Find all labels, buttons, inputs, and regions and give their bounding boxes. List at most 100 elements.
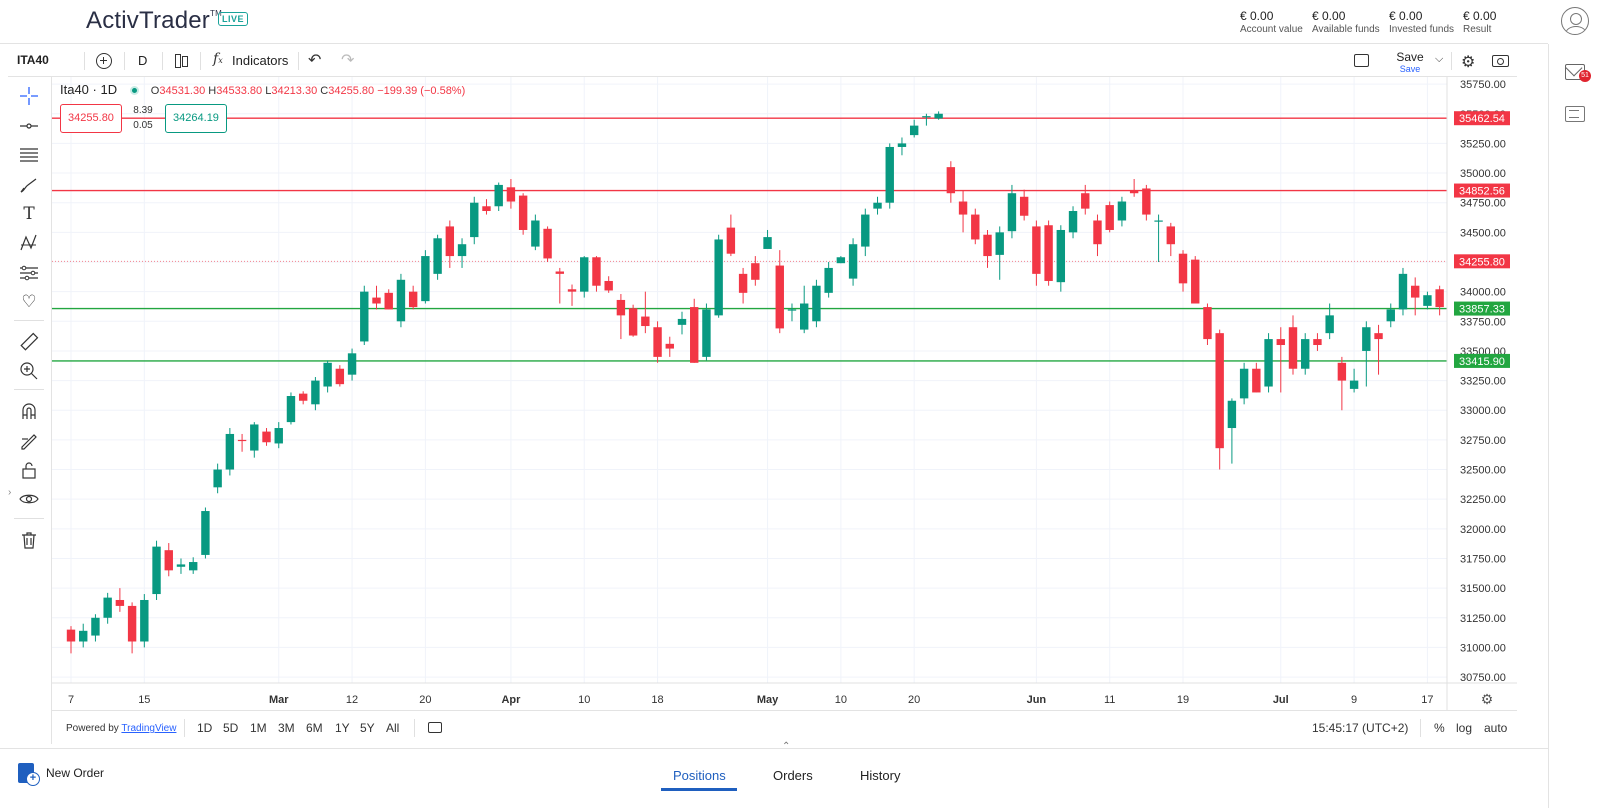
candle-body [702, 309, 711, 357]
lock-drawing-icon[interactable] [18, 429, 40, 451]
news-icon[interactable] [1565, 106, 1585, 122]
candle-body [946, 167, 956, 194]
candle-body [323, 362, 332, 387]
camera-icon[interactable] [1492, 55, 1509, 67]
undo-icon[interactable]: ↶ [308, 52, 322, 69]
eye-icon[interactable] [18, 488, 40, 510]
low-value: 34213.30 [271, 85, 318, 97]
candle-body [751, 263, 760, 280]
text-tool-icon[interactable]: T [23, 204, 35, 224]
price-chart[interactable]: 35750.0035500.0035250.0035000.0034750.00… [52, 77, 1530, 710]
range-1y-button[interactable]: 1Y [335, 721, 350, 735]
indicators-button[interactable]: Indicators [232, 53, 289, 68]
range-1m-button[interactable]: 1M [250, 721, 267, 735]
candle-body [335, 368, 345, 385]
chart-svg[interactable]: 35750.0035500.0035250.0035000.0034750.00… [52, 77, 1530, 710]
trash-icon[interactable] [18, 529, 40, 551]
candle-body [1044, 225, 1053, 281]
fib-retracement-icon[interactable] [18, 144, 40, 166]
clock[interactable]: 15:45:17 (UTC+2) [1312, 721, 1409, 735]
tab-history[interactable]: History [860, 768, 901, 783]
candle-body [494, 184, 503, 207]
redo-icon[interactable]: ↷ [341, 52, 355, 69]
level-price-tag [1454, 111, 1510, 126]
brand-name: ActivTrader [86, 7, 211, 34]
magnet-icon[interactable] [18, 400, 40, 422]
candle-body [958, 201, 968, 215]
heart-icon[interactable]: ♡ [21, 292, 37, 311]
tab-orders[interactable]: Orders [773, 768, 813, 783]
brand-logo[interactable]: ActivTraderTM [86, 7, 222, 35]
range-1d-button[interactable]: 1D [197, 721, 213, 735]
buy-price: 34264.19 [173, 112, 219, 124]
candle-body [213, 469, 222, 488]
legend-title[interactable]: Ita40 · 1D [60, 82, 118, 97]
candle-body [189, 562, 198, 571]
percent-toggle[interactable]: % [1434, 721, 1445, 735]
ruler-icon[interactable] [18, 331, 40, 353]
range-3m-button[interactable]: 3M [278, 721, 295, 735]
candle-body [396, 279, 406, 322]
candle-body [1349, 380, 1359, 389]
drawing-toolbar: T ♡ › [8, 77, 52, 744]
crosshair-icon[interactable] [18, 85, 40, 107]
candle-body [726, 227, 736, 254]
candle-body [115, 599, 125, 606]
forecast-icon[interactable] [18, 262, 40, 284]
time-tick-label: 15 [138, 694, 150, 706]
chart-toolbar: ITA40 D fx Indicators ↶ ↷ Save Save ⌵ ⚙ [8, 45, 1517, 77]
axis-settings-icon[interactable]: ⚙ [1481, 691, 1494, 707]
unlock-icon[interactable] [18, 459, 40, 481]
fullscreen-icon[interactable] [1354, 54, 1369, 67]
date-range-icon[interactable] [428, 722, 442, 733]
toolbar-divider [14, 518, 44, 519]
range-5d-button[interactable]: 5D [223, 721, 239, 735]
sell-button[interactable]: 34255.80 [60, 104, 122, 133]
candle-body [628, 308, 638, 336]
candle-body [1313, 339, 1322, 346]
range-5y-button[interactable]: 5Y [360, 721, 375, 735]
new-order-icon [18, 763, 40, 786]
log-toggle[interactable]: log [1456, 721, 1473, 735]
candle-body [1178, 253, 1188, 284]
range-6m-button[interactable]: 6M [306, 721, 323, 735]
zoom-in-icon[interactable] [18, 360, 40, 382]
buy-button[interactable]: 34264.19 [165, 104, 227, 133]
brush-icon[interactable] [18, 174, 40, 196]
level-price-tag [1454, 183, 1510, 198]
candle-body [1398, 273, 1408, 310]
tradingview-link[interactable]: TradingView [121, 723, 177, 734]
panel-resize-handle[interactable]: ⌃ [782, 741, 791, 752]
range-divider [414, 719, 415, 737]
price-tick-label: 31000.00 [1460, 642, 1506, 654]
trend-line-icon[interactable] [18, 115, 40, 137]
new-order-button[interactable]: New Order [18, 763, 104, 786]
interval-selector[interactable]: D [138, 53, 148, 68]
candle-body [592, 257, 601, 286]
candle-body [775, 265, 784, 329]
range-all-button[interactable]: All [386, 721, 400, 735]
high-value: 34533.80 [216, 85, 263, 97]
candle-body [580, 257, 589, 292]
candle-body [653, 327, 662, 357]
chart-type-icon[interactable] [174, 52, 188, 70]
chevron-right-icon[interactable]: › [8, 487, 12, 498]
price-tick-label: 34750.00 [1460, 198, 1506, 210]
pattern-icon[interactable] [18, 232, 40, 254]
price-tick-label: 31500.00 [1460, 583, 1506, 595]
gear-icon[interactable]: ⚙ [1461, 54, 1476, 71]
time-tick-label: 10 [578, 694, 590, 706]
indicators-icon[interactable]: fx [213, 51, 223, 67]
compare-symbol-icon[interactable] [96, 53, 112, 69]
auto-toggle[interactable]: auto [1484, 721, 1508, 735]
candle-body [641, 316, 650, 327]
toolbar-divider [14, 320, 44, 321]
tab-positions[interactable]: Positions [673, 768, 726, 783]
candle-body [482, 206, 491, 212]
chevron-down-icon[interactable]: ⌵ [1435, 53, 1444, 65]
result-value: € 0.00 [1463, 9, 1497, 23]
symbol-selector[interactable]: ITA40 [17, 53, 49, 67]
avatar-icon[interactable] [1561, 7, 1589, 35]
candle-body [1019, 196, 1029, 216]
save-button[interactable]: Save Save [1380, 50, 1440, 74]
